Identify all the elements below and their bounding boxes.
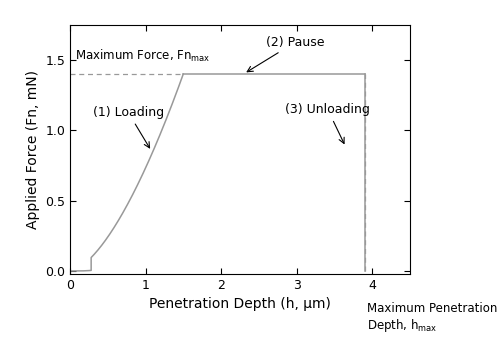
Text: (3) Unloading: (3) Unloading [286,103,370,144]
Text: Maximum Force, Fn$_{\mathregular{max}}$: Maximum Force, Fn$_{\mathregular{max}}$ [74,48,210,64]
Text: Maximum Penetration
Depth, h$_{\mathregular{max}}$: Maximum Penetration Depth, h$_{\mathregu… [367,302,498,335]
X-axis label: Penetration Depth (h, μm): Penetration Depth (h, μm) [149,297,331,311]
Y-axis label: Applied Force (Fn, mN): Applied Force (Fn, mN) [26,70,40,229]
Text: (2) Pause: (2) Pause [247,35,325,72]
Text: (1) Loading: (1) Loading [92,106,164,148]
